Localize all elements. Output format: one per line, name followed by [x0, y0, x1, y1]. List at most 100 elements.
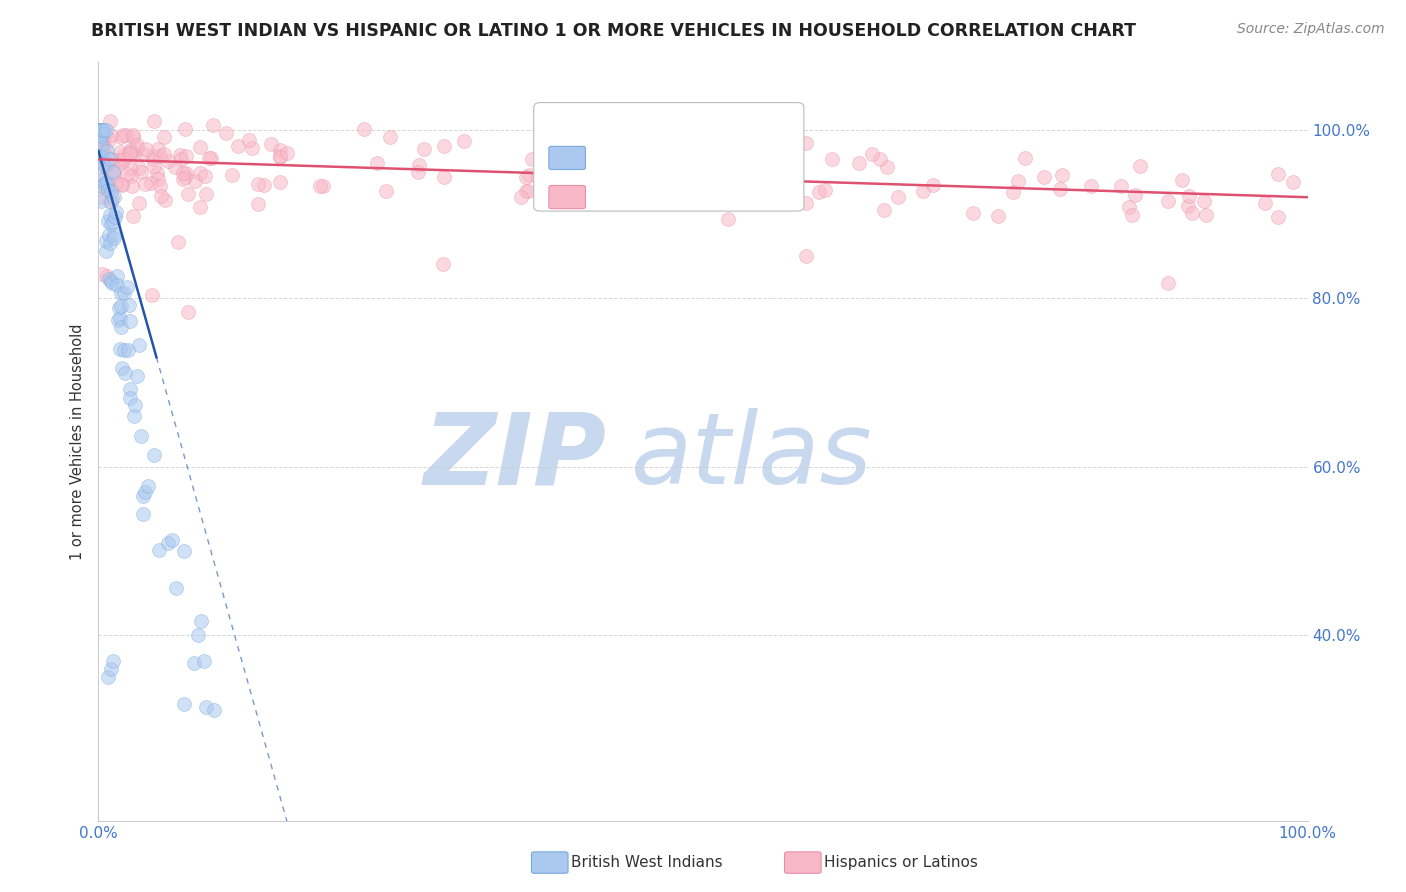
Point	[91, 179, 114, 194]
Point	[215, 127, 238, 141]
Point	[706, 165, 728, 179]
Point	[516, 184, 538, 198]
Point	[659, 162, 682, 177]
Point	[120, 145, 142, 160]
Point	[408, 158, 430, 172]
Point	[183, 656, 205, 670]
Point	[118, 298, 141, 312]
Point	[1181, 206, 1204, 220]
Point	[93, 123, 115, 137]
Point	[103, 189, 125, 203]
Point	[94, 177, 117, 191]
Point	[193, 654, 215, 668]
Point	[91, 172, 114, 186]
Point	[110, 177, 132, 191]
Text: -0.184: -0.184	[620, 188, 681, 206]
Point	[190, 614, 212, 628]
Point	[98, 194, 121, 208]
Point	[89, 123, 111, 137]
Point	[169, 148, 191, 162]
Point	[148, 172, 170, 186]
Point	[165, 161, 187, 175]
Point	[91, 149, 114, 163]
Point	[91, 142, 114, 156]
Point	[121, 179, 143, 194]
Point	[120, 144, 142, 158]
Point	[1118, 200, 1140, 214]
Point	[553, 166, 575, 180]
Point	[643, 159, 665, 173]
Point	[860, 146, 883, 161]
Point	[170, 153, 193, 167]
Text: R =: R =	[588, 149, 624, 167]
Point	[101, 152, 124, 166]
Point	[807, 185, 830, 199]
Point	[120, 391, 142, 405]
Point	[143, 148, 166, 162]
Point	[90, 194, 112, 208]
Point	[706, 165, 728, 179]
Point	[1195, 208, 1218, 222]
Point	[548, 174, 571, 188]
Point	[174, 169, 197, 184]
Point	[269, 175, 291, 189]
Point	[153, 193, 176, 207]
Point	[735, 150, 758, 164]
Point	[1121, 208, 1143, 222]
Point	[194, 700, 217, 714]
Point	[772, 164, 794, 178]
Text: 198: 198	[707, 188, 742, 206]
Point	[269, 149, 291, 163]
Point	[679, 188, 702, 202]
Point	[103, 228, 125, 243]
Point	[110, 145, 132, 160]
Point	[526, 170, 548, 185]
Point	[1049, 182, 1071, 196]
Point	[1177, 199, 1199, 213]
Point	[98, 272, 121, 286]
Point	[628, 165, 651, 179]
Point	[103, 164, 125, 178]
Point	[89, 130, 111, 145]
Point	[796, 196, 818, 211]
Point	[246, 177, 269, 191]
Point	[108, 153, 131, 168]
Point	[1129, 160, 1152, 174]
Point	[90, 126, 112, 140]
Point	[162, 533, 184, 548]
Point	[117, 280, 139, 294]
Point	[118, 383, 141, 397]
Point	[165, 581, 187, 595]
Point	[153, 130, 176, 145]
Point	[1014, 151, 1036, 165]
Point	[94, 161, 117, 175]
Point	[1125, 188, 1147, 202]
Point	[118, 146, 141, 161]
Point	[1033, 170, 1056, 185]
Point	[91, 153, 114, 167]
Point	[167, 235, 190, 249]
Point	[120, 313, 142, 327]
Point	[104, 205, 127, 219]
Point	[94, 234, 117, 248]
Point	[1157, 194, 1180, 208]
Point	[105, 277, 128, 292]
Point	[174, 122, 197, 136]
Point	[100, 217, 122, 231]
Text: BRITISH WEST INDIAN VS HISPANIC OR LATINO 1 OR MORE VEHICLES IN HOUSEHOLD CORREL: BRITISH WEST INDIAN VS HISPANIC OR LATIN…	[91, 22, 1136, 40]
Text: 93: 93	[707, 149, 731, 167]
Point	[98, 235, 121, 250]
Point	[814, 183, 837, 197]
Point	[101, 191, 124, 205]
Point	[128, 196, 150, 211]
Point	[1192, 194, 1215, 208]
Point	[89, 173, 111, 187]
Point	[149, 179, 172, 194]
Point	[91, 138, 114, 153]
Point	[110, 319, 132, 334]
Point	[987, 210, 1010, 224]
Point	[136, 479, 159, 493]
Point	[129, 429, 152, 443]
Point	[309, 178, 332, 193]
Point	[90, 150, 112, 164]
